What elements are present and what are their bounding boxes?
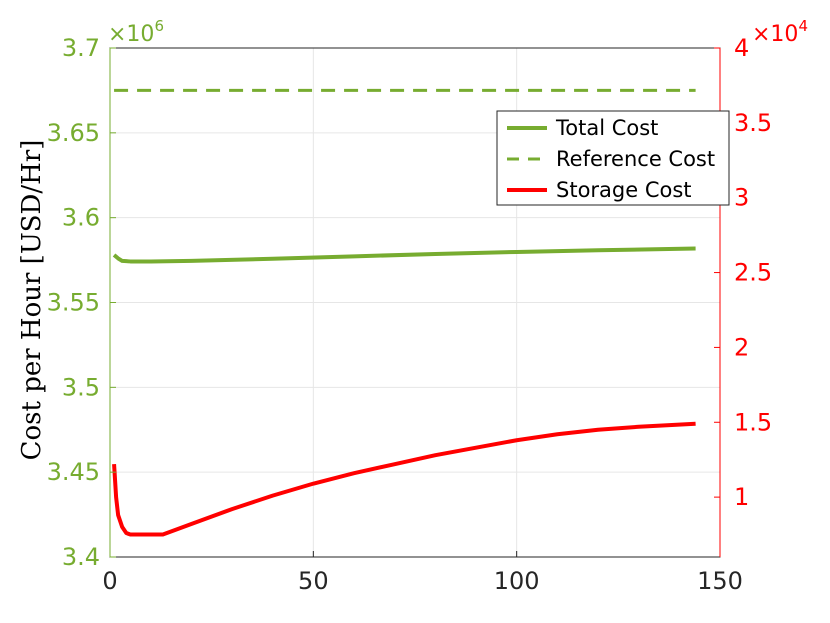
y-left-tick-label: 3.6	[62, 204, 100, 232]
y-right-tick-label: 4	[734, 34, 749, 62]
y-right-tick-label: 1.5	[734, 408, 772, 436]
y-left-tick-label: 3.55	[47, 289, 100, 317]
y-right-tick-label: 3.5	[734, 109, 772, 137]
legend-label: Reference Cost	[556, 147, 715, 171]
y-right-tick-label: 2.5	[734, 259, 772, 287]
y-left-tick-label: 3.5	[62, 373, 100, 401]
y-right-tick-label: 1	[734, 483, 749, 511]
y-axis-right-multiplier: ×104	[752, 17, 808, 47]
y-left-tick-label: 3.45	[47, 458, 100, 486]
x-tick-label: 0	[102, 567, 117, 595]
y-axis-left: 3.4 3.45 3.5 3.55 3.6 3.65 3.7	[47, 34, 116, 571]
y-right-tick-label: 3	[734, 184, 749, 212]
series-line-storage-cost	[112, 421, 696, 537]
x-tick-label: 50	[298, 567, 329, 595]
x-tick-label: 100	[494, 567, 540, 595]
legend: Total Cost Reference Cost Storage Cost	[496, 110, 730, 206]
legend-label: Total Cost	[555, 116, 658, 140]
y-left-tick-label: 3.65	[47, 119, 100, 147]
y-left-tick-label: 3.7	[62, 34, 100, 62]
series-layer	[112, 88, 696, 537]
y-axis-left-multiplier: ×106	[108, 17, 164, 47]
legend-label: Storage Cost	[556, 178, 692, 202]
x-tick-label: 150	[697, 567, 743, 595]
y-axis-right: 1 1.5 2 2.5 3 3.5 4	[714, 34, 772, 557]
y-axis-label: Cost per Hour [USD/Hr]	[17, 140, 47, 461]
series-line-total-cost	[112, 246, 696, 264]
y-right-tick-label: 2	[734, 333, 749, 361]
y-left-tick-label: 3.4	[62, 543, 100, 571]
x-axis: 0 50 100 150	[102, 551, 743, 595]
